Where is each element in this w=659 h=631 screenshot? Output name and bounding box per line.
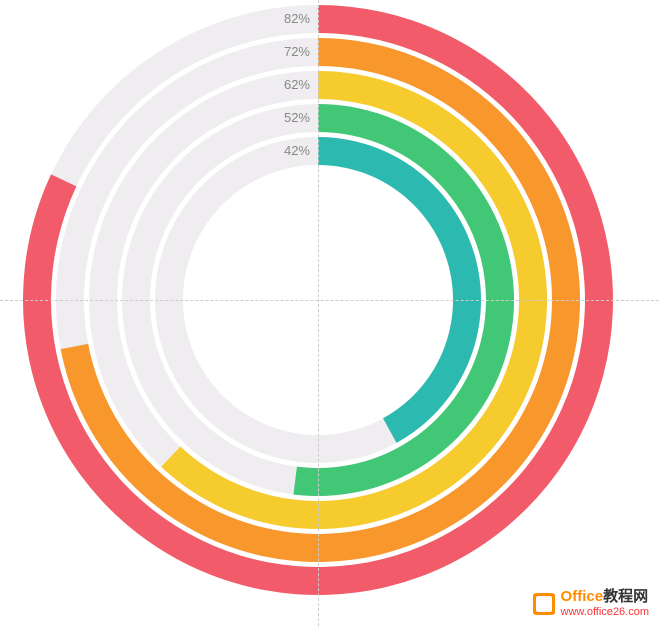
watermark-title-part1: Office (561, 588, 604, 605)
ring-label-2: 62% (270, 77, 310, 92)
watermark-text: Office教程网 www.office26.com (561, 589, 649, 618)
ring-label-0: 82% (270, 11, 310, 26)
ring-label-4: 42% (270, 143, 310, 158)
chart-svg (0, 0, 659, 626)
guideline-horizontal (0, 300, 659, 301)
watermark-url: www.office26.com (561, 606, 649, 618)
guideline-vertical (318, 0, 319, 626)
office-icon (533, 593, 555, 615)
watermark-title-part2: 教程网 (603, 588, 648, 605)
ring-label-1: 72% (270, 44, 310, 59)
watermark-title: Office教程网 (561, 589, 649, 606)
ring-label-3: 52% (270, 110, 310, 125)
radial-chart: 82% 72% 62% 52% 42% (0, 0, 659, 626)
watermark: Office教程网 www.office26.com (533, 589, 649, 618)
